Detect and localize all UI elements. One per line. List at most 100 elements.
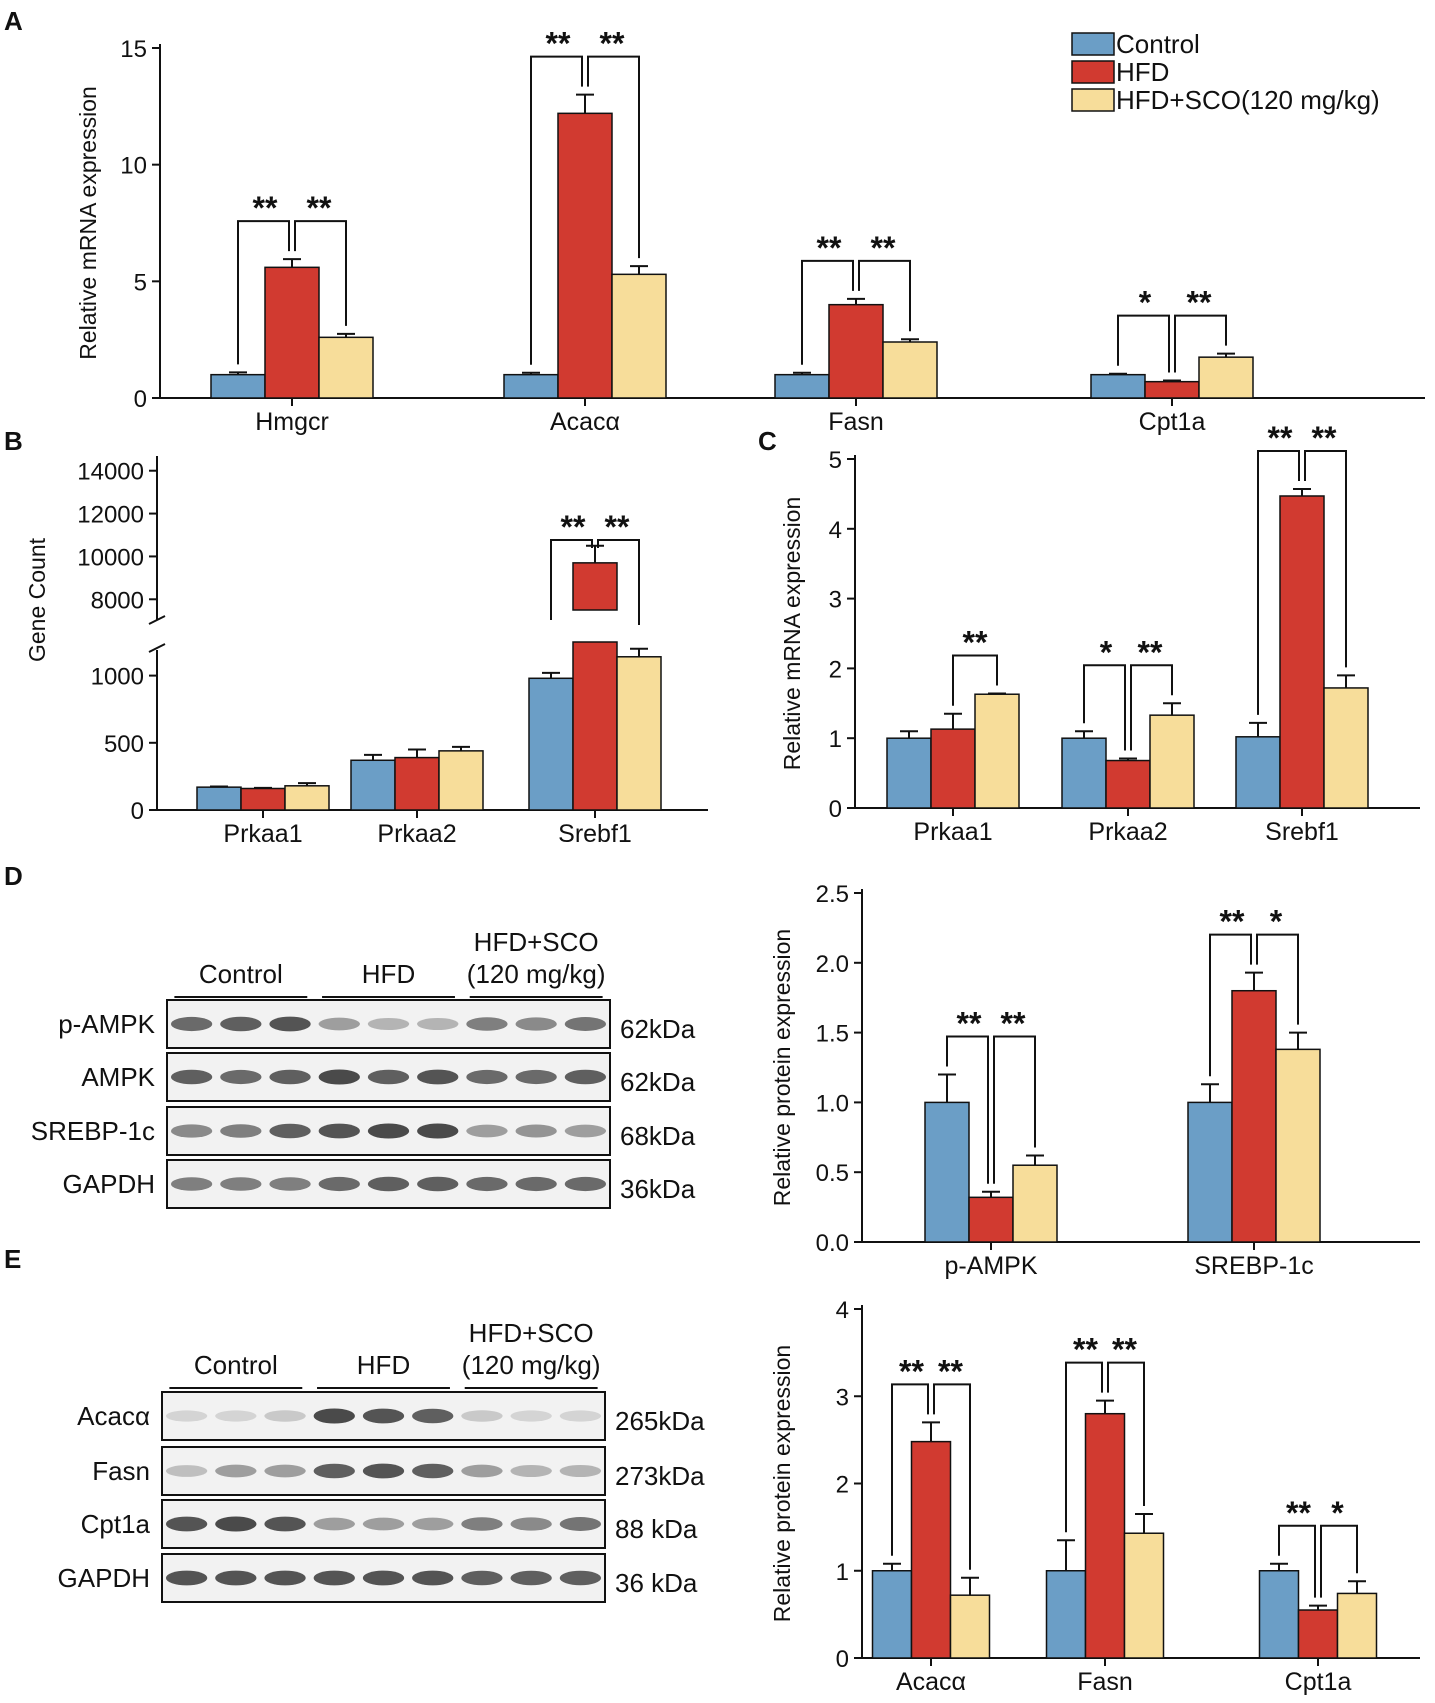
panel-C-significance-label: * bbox=[1100, 634, 1113, 670]
panel-E-bar bbox=[1297, 1609, 1339, 1659]
panel-A-bar bbox=[1144, 380, 1200, 399]
panel-C-significance-label: ** bbox=[963, 625, 988, 661]
panel-C-x-tick-label: Prkaa2 bbox=[1088, 818, 1167, 846]
blot-E-band bbox=[264, 1516, 306, 1532]
panel-D-significance-bracket bbox=[1209, 933, 1252, 1077]
panel-D-bar bbox=[968, 1196, 1014, 1243]
panel-A-bar bbox=[264, 266, 320, 399]
panel-D-bar bbox=[1231, 989, 1277, 1243]
blot-E-band bbox=[264, 1464, 306, 1478]
panel-A-significance-bracket bbox=[530, 55, 583, 365]
panel-E-bar bbox=[1336, 1592, 1378, 1659]
panel-E-significance-label: ** bbox=[938, 1353, 963, 1389]
blot-E-band bbox=[165, 1516, 208, 1532]
panel-C-y-tick-label: 0 bbox=[829, 796, 842, 823]
blot-D-kda-label: 36kDa bbox=[620, 1174, 696, 1204]
blot-D-band bbox=[564, 1176, 607, 1192]
panel-A-y-tick-label: 5 bbox=[134, 269, 147, 296]
panel-A-y-tick-label: 0 bbox=[134, 386, 147, 413]
blot-E-band bbox=[362, 1463, 405, 1479]
blot-E-band bbox=[313, 1570, 355, 1586]
panel-C-bar bbox=[1279, 495, 1325, 809]
panel-E-y-tick-label: 2 bbox=[836, 1472, 849, 1499]
blot-E-row-label: Fasn bbox=[92, 1456, 150, 1486]
panel-A-y-tick-label: 15 bbox=[120, 36, 147, 63]
blot-E-band bbox=[412, 1463, 454, 1479]
panel-B-bar-upper bbox=[572, 562, 618, 611]
panel-B-y-tick-label: 10000 bbox=[77, 544, 144, 571]
panel-C-bar bbox=[1323, 687, 1369, 809]
blot-D-group-label: HFD bbox=[362, 959, 415, 989]
panel-D-y-tick-label: 0.0 bbox=[816, 1230, 849, 1257]
panel-A-bar bbox=[1090, 373, 1146, 399]
blot-E-band bbox=[313, 1463, 355, 1479]
blot-E-band bbox=[264, 1570, 306, 1586]
blot-E-band bbox=[412, 1408, 454, 1424]
panel-B-bar bbox=[350, 759, 396, 811]
panel-B-y-tick-label: 0 bbox=[131, 798, 144, 825]
panel-A-significance-bracket bbox=[237, 220, 290, 365]
panel-C-bar bbox=[930, 728, 976, 809]
panel-D-bar bbox=[924, 1101, 970, 1243]
panel-E-bar bbox=[1084, 1412, 1126, 1659]
panel-A-significance-bracket bbox=[1174, 314, 1227, 373]
blot-E-band bbox=[510, 1464, 552, 1478]
blot-E-band bbox=[264, 1410, 306, 1422]
panel-E-y-tick-label: 3 bbox=[836, 1384, 849, 1411]
blot-E-band bbox=[313, 1408, 355, 1424]
panel-D-y-tick-label: 2.0 bbox=[816, 951, 849, 978]
blot-D-kda-label: 68kDa bbox=[620, 1121, 696, 1151]
panel-B-axis-break bbox=[148, 615, 166, 625]
blot-E-band bbox=[362, 1570, 405, 1586]
panel-A-bar bbox=[828, 303, 884, 399]
blot-E-band bbox=[559, 1570, 602, 1586]
panel-B-significance-label: ** bbox=[605, 509, 630, 545]
panel-B-y-tick-label: 1000 bbox=[91, 664, 144, 691]
panel-A-significance-bracket bbox=[858, 259, 911, 332]
panel-C-bar bbox=[886, 737, 932, 809]
panel-C-bar bbox=[1149, 714, 1195, 809]
panel-E-x-tick-label: Acacα bbox=[896, 1668, 966, 1696]
blot-E-group-label: HFD bbox=[357, 1350, 410, 1380]
blot-E-band bbox=[461, 1410, 503, 1422]
blot-E-band bbox=[461, 1464, 503, 1478]
panel-letter-A: A bbox=[4, 6, 23, 36]
blot-D-band bbox=[466, 1176, 508, 1192]
panel-B-y-tick-label: 8000 bbox=[91, 587, 144, 614]
blot-D-band bbox=[417, 1017, 459, 1031]
panel-A-significance-label: ** bbox=[253, 190, 278, 226]
blot-D-band bbox=[367, 1017, 410, 1031]
panel-C-significance-label: ** bbox=[1312, 420, 1337, 456]
panel-A-significance-bracket bbox=[294, 220, 347, 326]
panel-A-significance-label: ** bbox=[871, 230, 896, 266]
legend-swatch bbox=[1071, 88, 1115, 112]
blot-E-band bbox=[510, 1570, 552, 1586]
panel-A-significance-label: ** bbox=[307, 190, 332, 226]
panel-E-significance-bracket bbox=[1065, 1361, 1103, 1533]
blot-E-band bbox=[559, 1410, 602, 1422]
panel-letter-E: E bbox=[4, 1244, 21, 1274]
panel-A-y-tick-label: 10 bbox=[120, 153, 147, 180]
blot-D-group-label: HFD+SCO bbox=[474, 927, 599, 957]
panel-B-significance-bracket bbox=[597, 539, 640, 625]
blot-D-row-label: GAPDH bbox=[63, 1169, 155, 1199]
blot-D-band bbox=[515, 1069, 557, 1085]
panel-D-significance-bracket bbox=[946, 1035, 989, 1184]
blot-E-band bbox=[215, 1516, 257, 1532]
panel-B-axis-break bbox=[148, 643, 166, 653]
panel-A-significance-bracket bbox=[801, 259, 854, 365]
blot-E-band bbox=[559, 1464, 602, 1478]
legend-swatch bbox=[1071, 60, 1115, 84]
panel-A-significance-label: * bbox=[1139, 285, 1152, 321]
blot-E-band bbox=[412, 1517, 454, 1531]
panel-C-significance-bracket bbox=[1083, 664, 1126, 751]
legend-label: HFD+SCO(120 mg/kg) bbox=[1116, 85, 1380, 115]
blot-D-band bbox=[564, 1017, 607, 1031]
blot-E-kda-label: 273kDa bbox=[615, 1461, 705, 1491]
panel-A-bar bbox=[774, 373, 830, 399]
panel-C-significance-label: ** bbox=[1268, 420, 1293, 456]
blot-D-band bbox=[515, 1017, 557, 1031]
panel-C-y-tick-label: 1 bbox=[829, 726, 842, 753]
blot-D-row-label: AMPK bbox=[81, 1062, 155, 1092]
panel-E-significance-label: ** bbox=[1112, 1332, 1137, 1368]
